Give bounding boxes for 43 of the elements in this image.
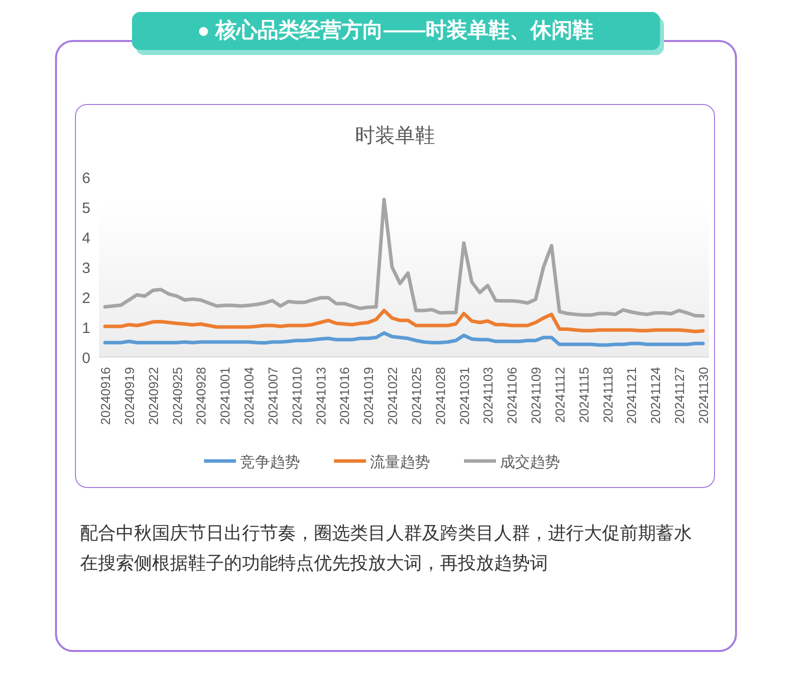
x-tick-label: 20241007 (265, 367, 280, 425)
y-tick-label: 1 (82, 320, 90, 337)
x-tick-label: 20241121 (624, 367, 640, 424)
x-tick-label: 20241025 (408, 367, 424, 425)
x-tick-label: 20241019 (361, 367, 376, 425)
x-tick-label: 20241103 (480, 367, 496, 424)
legend-label: 成交趋势 (500, 454, 560, 471)
x-tick-label: 20240925 (170, 367, 185, 425)
line-series (103, 308, 705, 334)
legend-label: 流量趋势 (370, 454, 430, 471)
x-tick-label: 20241124 (648, 367, 664, 424)
chart-title: 时装单鞋 (355, 125, 435, 147)
x-tick-label: 20240928 (194, 367, 209, 425)
y-tick-label: 3 (82, 260, 90, 277)
x-tick-label: 20241016 (337, 367, 352, 425)
x-tick-label: 20241106 (504, 367, 520, 424)
x-tick-label: 20240919 (122, 367, 137, 425)
line-series (103, 331, 705, 347)
y-tick-label: 6 (82, 170, 90, 187)
x-tick-label: 20241022 (385, 367, 400, 425)
x-tick-label: 20241130 (696, 367, 711, 424)
x-tick-label: 20241010 (289, 367, 304, 425)
x-tick-label: 20241115 (576, 367, 592, 423)
x-tick-label: 20241028 (432, 367, 448, 425)
y-tick-label: 4 (82, 230, 90, 247)
x-tick-label: 20241118 (600, 367, 616, 423)
text: 配合中秋国庆节日出行节奏，圈选类目人群及跨类目人群，进行大促前期蓄水 (80, 522, 693, 545)
x-tick-label: 20241112 (552, 367, 568, 423)
x-tick-label: 20240916 (98, 367, 113, 425)
x-tick-label: 20241127 (672, 367, 688, 424)
legend-label: 竞争趋势 (240, 454, 300, 471)
line-series (103, 198, 705, 318)
x-tick-label: 20241013 (313, 367, 328, 425)
x-tick-label: 20240922 (146, 367, 161, 425)
x-tick-label: 20241109 (528, 367, 544, 424)
x-tick-label: 20241004 (242, 367, 257, 425)
text: 在搜索侧根据鞋子的功能特点优先投放大词，再投放趋势词 (80, 552, 549, 575)
y-tick-label: 0 (82, 350, 90, 367)
x-tick-label: 20241031 (456, 367, 472, 425)
y-tick-label: 5 (82, 200, 90, 217)
y-tick-label: 2 (82, 290, 90, 307)
chart-subtitle: 核心品类经营方向——时装单鞋、休闲鞋 (132, 12, 660, 50)
x-tick-label: 20241001 (218, 367, 233, 425)
